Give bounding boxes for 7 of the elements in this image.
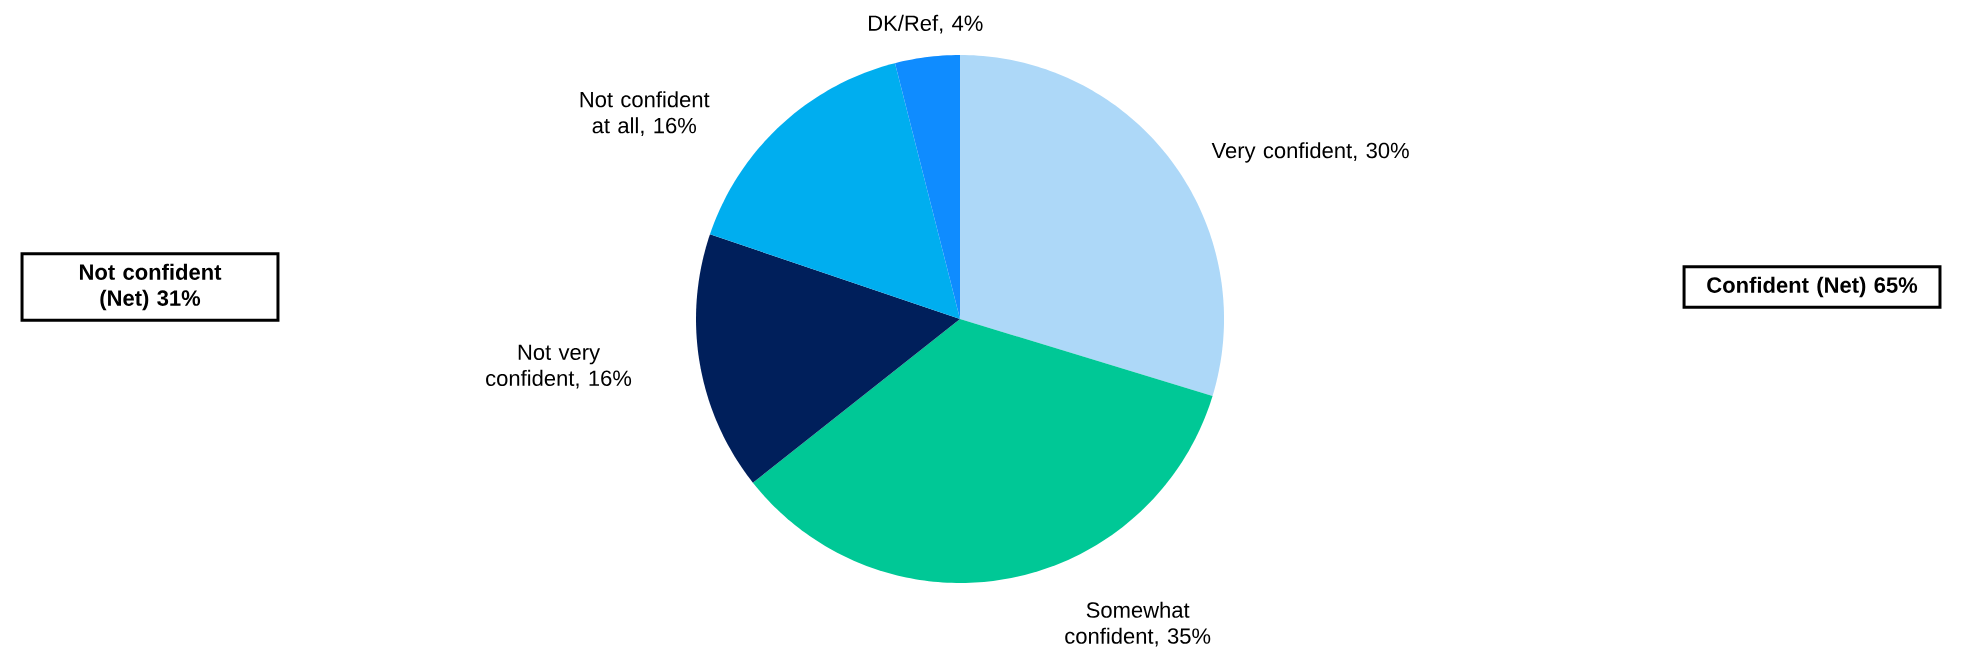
slice-label: Very confident, 30% [1211,142,1409,163]
slice-label: Not very confident, 16% [486,344,632,389]
slice-label: Not confident at all, 16% [580,91,710,136]
text: Not confident (Net) 31% [79,263,222,311]
slice-label: Somewhat confident, 35% [1065,601,1211,647]
slice-label: DK/Ref, 4% [869,14,983,34]
text: Confident (Net) 65% [1707,276,1918,298]
